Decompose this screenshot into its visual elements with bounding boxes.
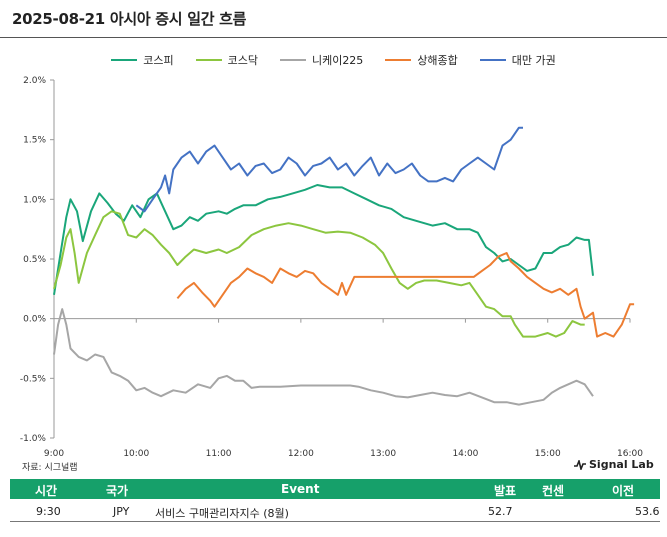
cell-actual: 52.7 xyxy=(488,505,513,518)
legend-swatch xyxy=(195,59,222,61)
header-time: 시간 xyxy=(35,484,58,498)
x-tick-label: 15:00 xyxy=(535,449,561,459)
legend-swatch xyxy=(385,59,412,61)
legend-label: 대만 가권 xyxy=(511,54,556,67)
x-tick-label: 14:00 xyxy=(452,449,478,459)
header-country: 국가 xyxy=(106,484,129,498)
chart-legend: 코스피 코스닥 니케이225 상해종합 대만 가권 xyxy=(0,52,667,68)
series-line-3 xyxy=(176,252,635,338)
y-tick-label: 1.5% xyxy=(23,136,46,146)
series-line-2 xyxy=(53,308,594,406)
signal-wave-icon xyxy=(574,459,586,470)
header-previous: 이전 xyxy=(612,484,635,498)
legend-item: 상해종합 xyxy=(385,52,458,68)
header-actual: 발표 xyxy=(494,484,517,498)
x-tick-label: 13:00 xyxy=(370,449,396,459)
y-tick-label: 2.0% xyxy=(23,76,46,86)
legend-swatch xyxy=(479,59,506,61)
cell-country: JPY xyxy=(113,505,130,518)
table-row: 9:30 JPY 서비스 구매관리자지수 (8월) 52.7 53.6 xyxy=(10,502,660,522)
events-table-header: 시간 국가 Event 발표 컨센 이전 xyxy=(10,479,660,499)
header-consensus: 컨센 xyxy=(542,484,565,498)
table-bottom-rule xyxy=(10,521,660,522)
x-tick-label: 10:00 xyxy=(123,449,149,459)
brand-logo: Signal Lab xyxy=(574,458,654,471)
legend-swatch xyxy=(279,59,306,61)
legend-label: 상해종합 xyxy=(417,54,458,67)
header-event: Event xyxy=(281,482,320,496)
cell-time: 9:30 xyxy=(36,505,61,518)
x-tick-label: 9:00 xyxy=(44,449,64,459)
legend-label: 코스닥 xyxy=(227,54,258,67)
y-tick-label: 0.5% xyxy=(23,255,46,265)
x-tick-label: 12:00 xyxy=(288,449,314,459)
series-line-0 xyxy=(53,184,594,295)
series-line-4 xyxy=(135,126,523,213)
legend-swatch xyxy=(111,59,138,61)
line-chart: 2.0% 1.5% 1.0% 0.5% 0.0% -0.5% -1.0% 9:00 10:00 1… xyxy=(20,76,643,459)
series-line-1 xyxy=(53,210,585,338)
legend-item: 코스피 xyxy=(111,52,174,68)
cell-previous: 53.6 xyxy=(635,505,660,518)
chart-title: 2025-08-21 아시아 증시 일간 흐름 xyxy=(12,10,247,28)
legend-item: 대만 가권 xyxy=(479,52,556,68)
y-tick-label: -0.5% xyxy=(20,374,47,384)
title-divider xyxy=(0,37,667,38)
y-tick-label: 0.0% xyxy=(23,315,46,325)
cell-event: 서비스 구매관리자지수 (8월) xyxy=(155,507,289,520)
legend-label: 니케이225 xyxy=(311,54,364,67)
y-tick-label: 1.0% xyxy=(23,195,46,205)
y-tick-label: -1.0% xyxy=(20,434,47,444)
source-note: 자료: 시그널랩 xyxy=(22,463,78,473)
x-tick-label: 11:00 xyxy=(206,449,232,459)
brand-name: Signal Lab xyxy=(589,458,654,471)
x-tick-label: 16:00 xyxy=(617,449,643,459)
legend-label: 코스피 xyxy=(143,54,174,67)
legend-item: 코스닥 xyxy=(195,52,258,68)
legend-item: 니케이225 xyxy=(279,52,364,68)
